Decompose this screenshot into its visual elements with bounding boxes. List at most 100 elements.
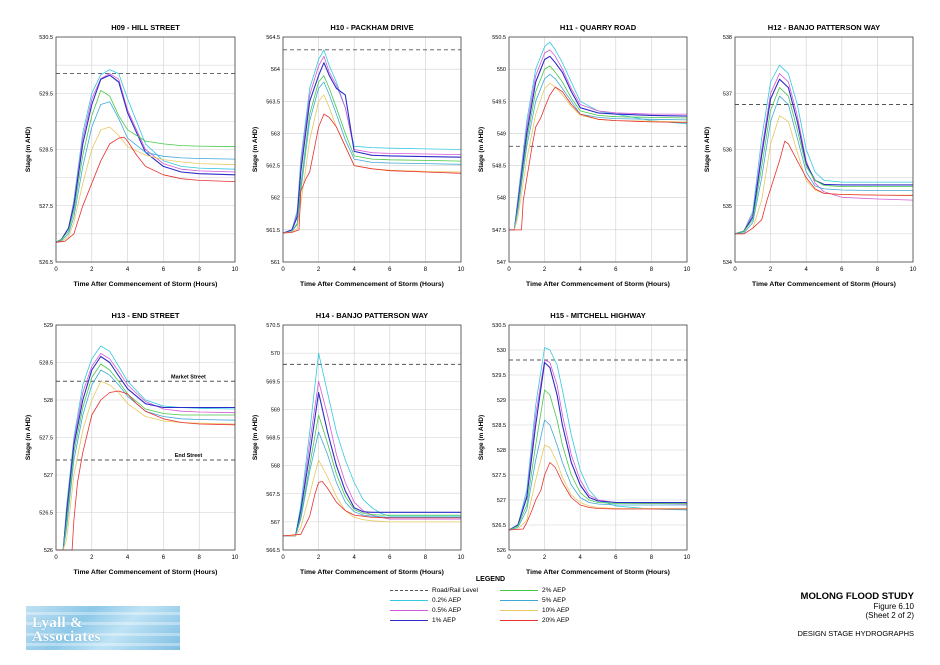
x-tick-label: 10 xyxy=(910,267,917,273)
y-tick-label: 527.5 xyxy=(39,204,53,210)
y-tick-label: 568 xyxy=(271,464,280,470)
y-tick-label: 534 xyxy=(723,260,732,266)
legend-item: Road/Rail Level xyxy=(390,586,478,595)
y-tick-label: 547.5 xyxy=(492,228,506,234)
chart-title: H11 - QUARRY ROAD xyxy=(560,23,637,32)
y-tick-label: 526 xyxy=(497,548,506,554)
x-tick-label: 2 xyxy=(317,555,321,561)
y-tick-label: 528 xyxy=(44,398,53,404)
series-line xyxy=(56,355,235,551)
y-tick-label: 530.5 xyxy=(39,35,53,41)
plot-frame xyxy=(734,36,914,263)
chart-title: H15 - MITCHELL HIGHWAY xyxy=(550,311,645,320)
y-tick-label: 530 xyxy=(497,348,506,354)
y-tick-label: 561.5 xyxy=(266,228,280,234)
x-tick-label: 0 xyxy=(54,267,58,273)
y-tick-label: 547 xyxy=(497,260,506,266)
chart-panel: 0 2 4 6 8 10 526 526.5 527 527.5 528 528.5 529 529.5 5… xyxy=(478,311,691,576)
series-line xyxy=(283,431,461,537)
plot-frame xyxy=(55,36,236,263)
x-tick-label: 8 xyxy=(650,555,654,561)
series-line xyxy=(56,390,236,551)
y-tick-label: 529.5 xyxy=(39,91,53,97)
series-line xyxy=(55,90,236,243)
y-tick-label: 549 xyxy=(497,131,506,137)
x-tick-label: 0 xyxy=(281,267,285,273)
road-level-label: End Street xyxy=(175,453,203,459)
legend-label: 10% AEP xyxy=(542,607,570,614)
x-axis-label: Time After Commencement of Storm (Hours) xyxy=(300,281,444,288)
legend-swatch xyxy=(500,609,538,611)
y-tick-label: 527.5 xyxy=(39,436,53,442)
series-line xyxy=(509,41,688,231)
y-axis-label: Stage (m AHD) xyxy=(478,127,485,172)
y-tick-label: 536 xyxy=(723,148,732,154)
x-tick-label: 2 xyxy=(543,267,547,273)
series-line xyxy=(734,95,913,235)
x-tick-label: 4 xyxy=(805,267,809,273)
legend-item: 1% AEP xyxy=(390,616,456,625)
x-tick-label: 0 xyxy=(507,555,511,561)
y-axis-label: Stage (m AHD) xyxy=(25,415,32,460)
chart-panel: 0 2 4 6 8 10 534 535 536 537 538 H12 - BANJO PATTER… xyxy=(704,23,917,288)
legend-label: 2% AEP xyxy=(542,587,566,594)
x-axis-label: Time After Commencement of Storm (Hours) xyxy=(300,569,444,576)
x-tick-label: 6 xyxy=(388,267,392,273)
x-tick-label: 8 xyxy=(650,267,654,273)
series-line xyxy=(509,55,688,231)
series-line xyxy=(55,74,236,243)
chart-panel: 0 2 4 6 8 10 526.5 527.5 528.5 529.5 530.5 H09 - HI… xyxy=(25,23,239,288)
y-tick-label: 527 xyxy=(44,473,53,479)
legend-item: 10% AEP xyxy=(500,606,569,615)
y-tick-label: 538 xyxy=(723,35,732,41)
series-line xyxy=(55,126,236,243)
y-tick-label: 526 xyxy=(44,548,53,554)
legend-item: 5% AEP xyxy=(500,596,566,605)
chart-title: H14 - BANJO PATTERSON WAY xyxy=(316,311,428,320)
series-line xyxy=(282,81,462,234)
y-tick-label: 567.5 xyxy=(266,492,280,498)
plot-frame xyxy=(508,36,688,263)
chart-panel: 0 2 4 6 8 10 561 561.5 562 562.5 563 563.5 564 564.5 H… xyxy=(252,23,465,288)
y-axis-label: Stage (m AHD) xyxy=(252,415,259,460)
y-tick-label: 528 xyxy=(497,448,506,454)
y-tick-label: 568.5 xyxy=(266,436,280,442)
plot-frame xyxy=(282,36,462,263)
x-tick-label: 10 xyxy=(232,267,239,273)
y-tick-label: 535 xyxy=(723,204,732,210)
series-line xyxy=(55,136,236,243)
x-tick-label: 0 xyxy=(281,555,285,561)
legend-label: 5% AEP xyxy=(542,597,566,604)
legend-swatch xyxy=(390,609,428,611)
y-tick-label: 561 xyxy=(271,260,280,266)
series-line xyxy=(508,419,687,531)
x-tick-label: 10 xyxy=(684,555,691,561)
y-tick-label: 570.5 xyxy=(266,323,280,329)
y-tick-label: 527 xyxy=(497,498,506,504)
legend-swatch xyxy=(390,589,428,591)
legend-label: 20% AEP xyxy=(542,617,570,624)
chart-panel: 0 2 4 6 8 10 547 547.5 548 548.5 549 549.5 550 550.5 H… xyxy=(478,23,691,288)
x-tick-label: 8 xyxy=(198,555,202,561)
y-tick-label: 562 xyxy=(271,196,280,202)
x-tick-label: 0 xyxy=(733,267,737,273)
legend-swatch xyxy=(390,619,428,621)
legend-swatch xyxy=(500,599,538,601)
x-tick-label: 4 xyxy=(126,267,130,273)
x-tick-label: 4 xyxy=(353,267,357,273)
road-level-label: Market Street xyxy=(171,374,206,380)
y-tick-label: 528.5 xyxy=(39,148,53,154)
plot-frame xyxy=(508,324,688,551)
y-tick-label: 537 xyxy=(723,91,732,97)
y-tick-label: 550.5 xyxy=(492,35,506,41)
figure-number: Figure 6.10 xyxy=(873,602,914,611)
series-line xyxy=(282,480,461,537)
series-line xyxy=(282,62,462,234)
figure-subtitle: DESIGN STAGE HYDROGRAPHS xyxy=(797,629,914,638)
x-tick-label: 8 xyxy=(198,267,202,273)
y-tick-label: 563.5 xyxy=(266,99,280,105)
y-axis-label: Stage (m AHD) xyxy=(704,127,711,172)
series-line xyxy=(283,414,461,537)
y-tick-label: 527.5 xyxy=(492,473,506,479)
x-tick-label: 6 xyxy=(388,555,392,561)
